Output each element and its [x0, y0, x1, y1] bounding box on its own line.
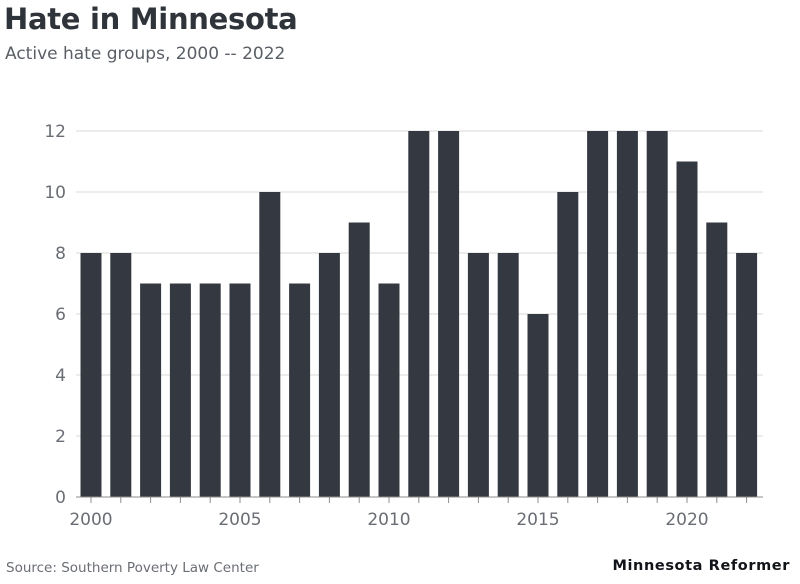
- axes: [76, 496, 763, 503]
- bar-2006: [259, 192, 281, 497]
- x-tick-label: 2015: [516, 510, 559, 530]
- bar-2000: [80, 253, 102, 497]
- bar-2014: [497, 253, 519, 497]
- y-tick-label: 12: [44, 122, 66, 142]
- bar-2017: [587, 131, 609, 497]
- bar-2015: [527, 314, 549, 497]
- y-tick-label: 6: [55, 305, 66, 325]
- x-tick-label: 2000: [69, 510, 112, 530]
- bar-2004: [199, 283, 221, 497]
- bar-2002: [140, 283, 162, 497]
- bar-2021: [706, 222, 728, 497]
- bars: [80, 131, 758, 497]
- bar-2005: [229, 283, 251, 497]
- bar-2013: [467, 253, 489, 497]
- bar-2011: [408, 131, 430, 497]
- x-tick-label: 2020: [665, 510, 708, 530]
- bar-2009: [348, 222, 370, 497]
- source-note: Source: Southern Poverty Law Center: [6, 560, 259, 576]
- bar-2007: [289, 283, 311, 497]
- bar-2022: [736, 253, 758, 497]
- chart-subtitle: Active hate groups, 2000 -- 2022: [5, 44, 286, 64]
- y-tick-label: 10: [44, 183, 66, 203]
- y-tick-label: 4: [55, 366, 66, 386]
- bar-2010: [378, 283, 400, 497]
- bar-2001: [110, 253, 132, 497]
- publisher-logo: Minnesota Reformer: [612, 558, 790, 574]
- bar-2018: [616, 131, 638, 497]
- bar-2019: [646, 131, 668, 497]
- bar-2016: [557, 192, 579, 497]
- tick-labels: 0 2 4 6 8 10 12 2000 2005 2010 2015 2020: [44, 122, 708, 530]
- y-tick-label: 2: [55, 427, 66, 447]
- chart-title: Hate in Minnesota: [4, 2, 298, 36]
- y-tick-label: 8: [55, 244, 66, 264]
- x-tick-label: 2010: [367, 510, 410, 530]
- bar-2008: [318, 253, 340, 497]
- bar-2003: [169, 283, 191, 497]
- y-tick-label: 0: [55, 488, 66, 508]
- x-tick-label: 2005: [218, 510, 261, 530]
- bar-2020: [676, 161, 698, 497]
- bar-2012: [438, 131, 460, 497]
